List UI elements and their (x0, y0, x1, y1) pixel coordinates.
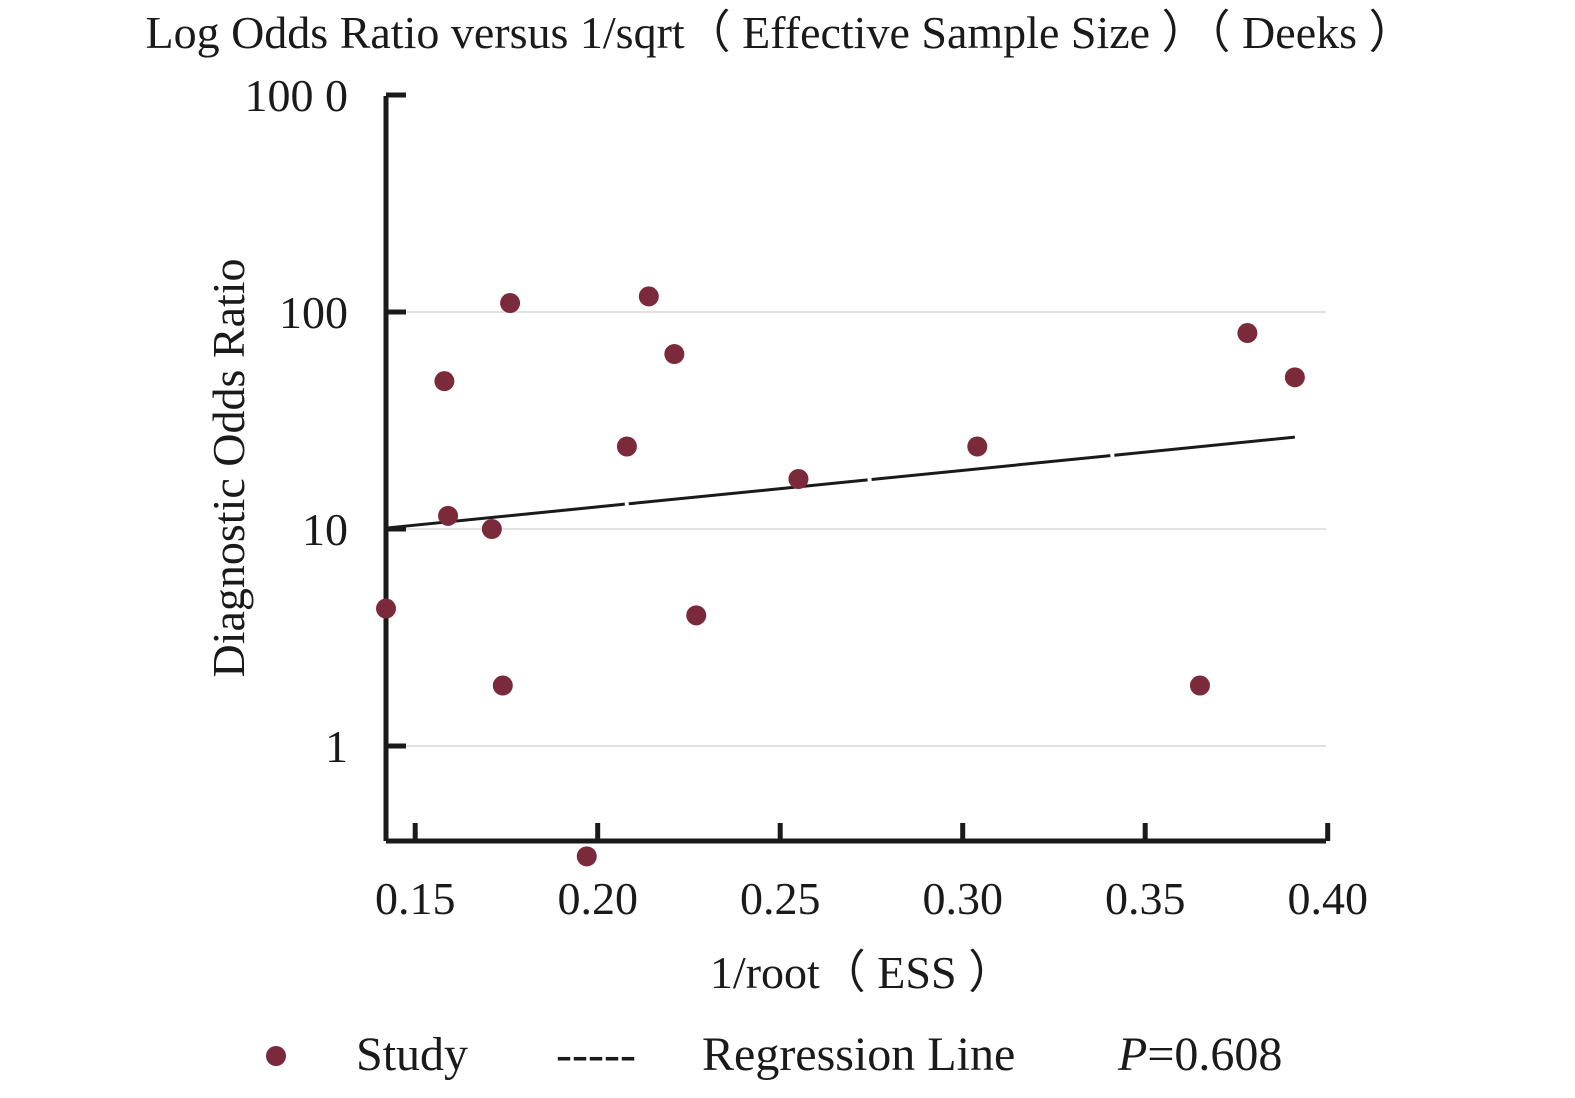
x-tick-label: 0.30 (922, 873, 1003, 924)
x-tick-label: 0.20 (557, 873, 638, 924)
study-point (481, 519, 502, 539)
grid-lines (386, 311, 1326, 747)
x-tick-label: 0.40 (1287, 873, 1368, 924)
legend-regression-symbol: ----- (556, 1028, 636, 1081)
y-tick-label: 100 0 (245, 70, 349, 121)
y-tick-label: 1 (325, 721, 348, 772)
y-axis-ticks: 1 10 100 100 0 (245, 70, 406, 772)
legend: Study ----- Regression Line P=0.608 (266, 1028, 1282, 1081)
y-axis-label: Diagnostic Odds Ratio (203, 258, 254, 677)
study-point (438, 505, 459, 526)
study-point (967, 436, 988, 457)
x-axis-label: 1/root（ ESS ） (710, 947, 1014, 998)
study-point (638, 286, 659, 307)
axes (383, 96, 1326, 844)
study-point (500, 293, 521, 314)
x-axis-ticks: 0.15 0.20 0.25 0.30 0.35 0.40 (375, 823, 1368, 924)
p-value: P=0.608 (1117, 1028, 1282, 1081)
legend-regression-label: Regression Line (702, 1028, 1015, 1081)
study-point (616, 436, 637, 457)
x-tick-label: 0.15 (375, 873, 456, 924)
legend-study-marker (266, 1046, 286, 1066)
chart-title: Log Odds Ratio versus 1/sqrt（ Effective … (145, 7, 1414, 58)
y-tick-label: 10 (302, 504, 348, 555)
study-point (492, 675, 513, 696)
regression-line (385, 435, 1295, 530)
study-point (664, 344, 685, 365)
study-points (376, 286, 1305, 867)
p-value-number: =0.608 (1147, 1028, 1282, 1081)
regression-line-path (385, 435, 1295, 530)
study-point (788, 468, 809, 489)
legend-study-label: Study (356, 1028, 468, 1081)
study-point (576, 846, 597, 867)
study-point (1237, 323, 1258, 344)
y-tick-label: 100 (279, 287, 348, 338)
study-point (1189, 675, 1210, 696)
p-value-label: P (1117, 1028, 1147, 1081)
study-point (376, 598, 396, 619)
study-point (434, 371, 455, 392)
study-point (686, 605, 707, 626)
x-tick-label: 0.35 (1105, 873, 1186, 924)
x-tick-label: 0.25 (740, 873, 821, 924)
study-point (1284, 367, 1305, 388)
